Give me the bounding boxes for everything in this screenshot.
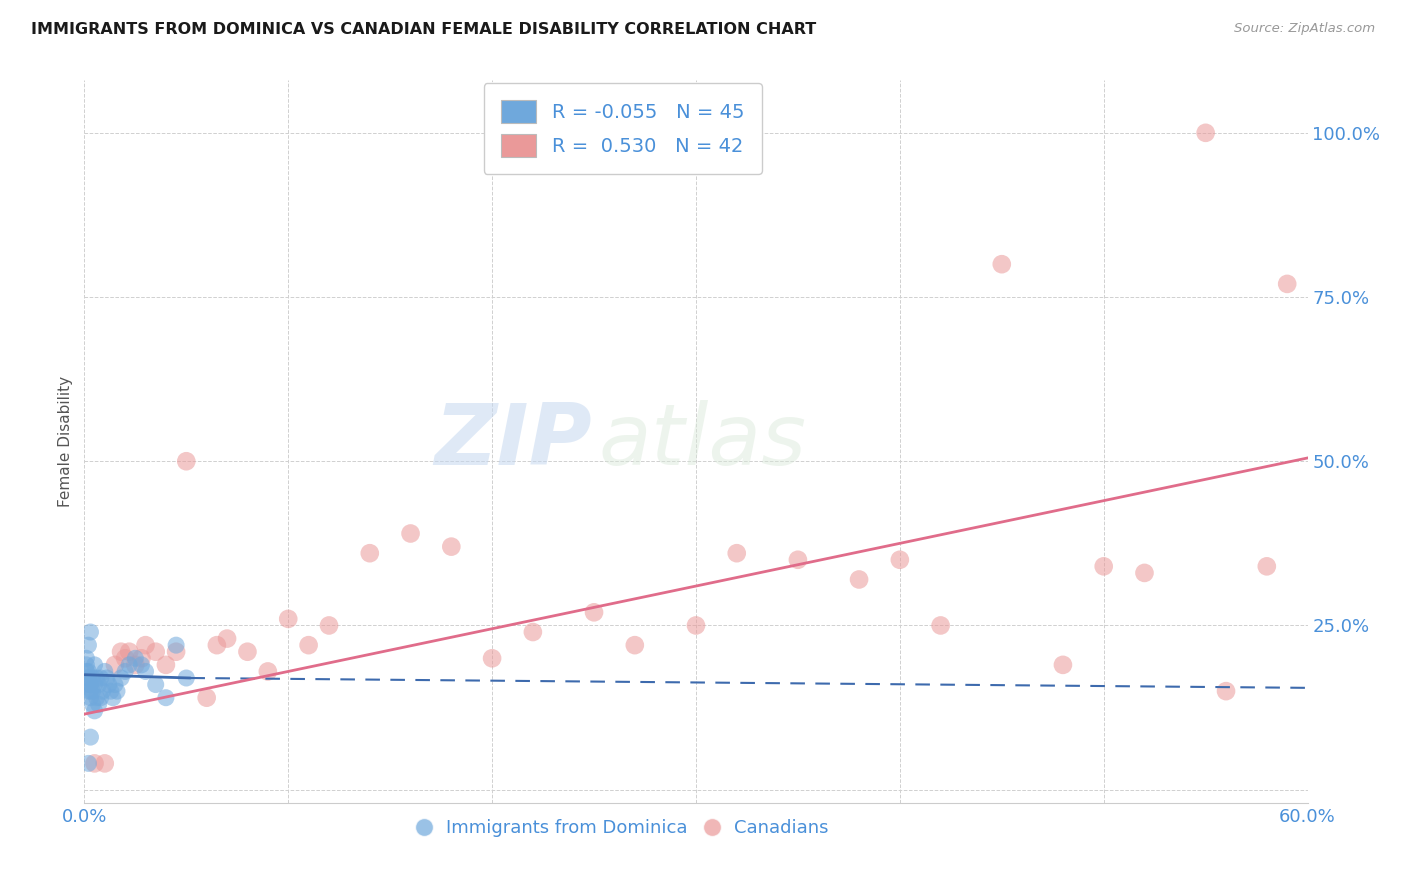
Point (135, 638, 157, 652)
Point (104, 677, 127, 691)
Point (145, 677, 167, 691)
Legend: Immigrants from Dominica, Canadians: Immigrants from Dominica, Canadians (409, 812, 835, 845)
Point (929, 618, 952, 632)
Point (77, 671, 100, 685)
Point (131, 657, 153, 672)
Point (101, 690, 124, 705)
Point (91, 684, 114, 698)
Point (77, 638, 100, 652)
Point (82, 671, 104, 685)
Point (83, 677, 105, 691)
Point (77, 756, 100, 771)
Point (155, 690, 177, 705)
Point (399, 526, 422, 541)
Point (725, 546, 748, 560)
Point (79, 625, 101, 640)
Text: Source: ZipAtlas.com: Source: ZipAtlas.com (1234, 22, 1375, 36)
Point (135, 665, 157, 679)
Point (86, 671, 108, 685)
Point (155, 657, 177, 672)
Y-axis label: Female Disability: Female Disability (58, 376, 73, 508)
Point (97, 677, 120, 691)
Point (82, 698, 104, 712)
Point (93, 756, 115, 771)
Point (236, 645, 259, 659)
Point (77, 665, 100, 679)
Point (83, 657, 105, 672)
Point (124, 651, 146, 665)
Point (77, 684, 100, 698)
Point (79, 684, 101, 698)
Point (359, 546, 381, 560)
Point (174, 454, 197, 468)
Point (114, 651, 136, 665)
Point (195, 690, 218, 705)
Point (991, 257, 1014, 271)
Point (79, 690, 101, 705)
Point (87, 698, 110, 712)
Point (100, 684, 122, 698)
Point (848, 573, 870, 587)
Point (522, 625, 544, 640)
Point (75, 665, 97, 679)
Point (110, 671, 132, 685)
Point (75, 671, 97, 685)
Point (217, 632, 239, 646)
Point (90, 671, 112, 685)
Point (165, 645, 187, 659)
Point (131, 651, 153, 665)
Point (79, 677, 101, 691)
Point (1277, 277, 1299, 291)
Text: atlas: atlas (598, 400, 806, 483)
Point (1215, 684, 1237, 698)
Point (1052, 657, 1074, 672)
Point (75, 657, 97, 672)
Point (104, 657, 127, 672)
Point (685, 618, 707, 632)
Point (1133, 566, 1156, 580)
Point (298, 638, 321, 652)
Point (90, 690, 112, 705)
Point (257, 665, 280, 679)
Point (787, 553, 810, 567)
Point (93, 665, 115, 679)
Point (82, 684, 104, 698)
Point (86, 690, 108, 705)
Point (124, 657, 146, 672)
Point (79, 730, 101, 744)
Point (110, 645, 132, 659)
Point (145, 645, 167, 659)
Point (481, 651, 503, 665)
Point (118, 657, 141, 672)
Point (83, 756, 105, 771)
Point (318, 618, 340, 632)
Point (87, 677, 110, 691)
Point (440, 540, 463, 554)
Point (205, 638, 228, 652)
Point (1092, 559, 1115, 574)
Point (96, 671, 118, 685)
Text: IMMIGRANTS FROM DOMINICA VS CANADIAN FEMALE DISABILITY CORRELATION CHART: IMMIGRANTS FROM DOMINICA VS CANADIAN FEM… (31, 22, 815, 37)
Point (114, 665, 136, 679)
Point (889, 553, 911, 567)
Point (624, 638, 647, 652)
Point (1256, 559, 1278, 574)
Point (165, 638, 187, 652)
Point (583, 605, 606, 619)
Point (1195, 126, 1218, 140)
Point (174, 671, 197, 685)
Point (118, 645, 141, 659)
Point (75, 651, 97, 665)
Point (105, 684, 128, 698)
Point (277, 612, 299, 626)
Point (77, 677, 100, 691)
Point (83, 704, 105, 718)
Text: ZIP: ZIP (434, 400, 592, 483)
